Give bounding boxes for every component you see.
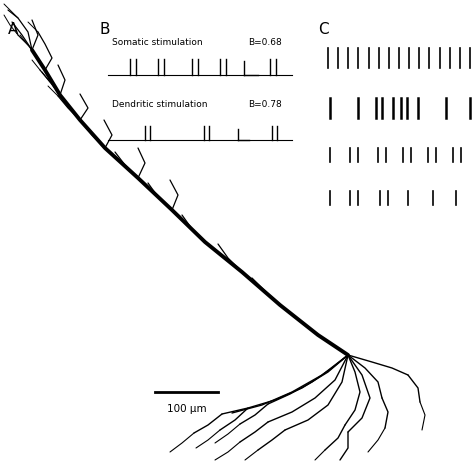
Text: B=0.68: B=0.68 [248, 38, 282, 47]
Text: B=0.78: B=0.78 [248, 100, 282, 109]
Text: B: B [100, 22, 110, 37]
Text: A: A [8, 22, 18, 37]
Text: C: C [318, 22, 328, 37]
Text: Dendritic stimulation: Dendritic stimulation [112, 100, 208, 109]
Text: 100 μm: 100 μm [167, 404, 206, 414]
Text: Somatic stimulation: Somatic stimulation [112, 38, 202, 47]
